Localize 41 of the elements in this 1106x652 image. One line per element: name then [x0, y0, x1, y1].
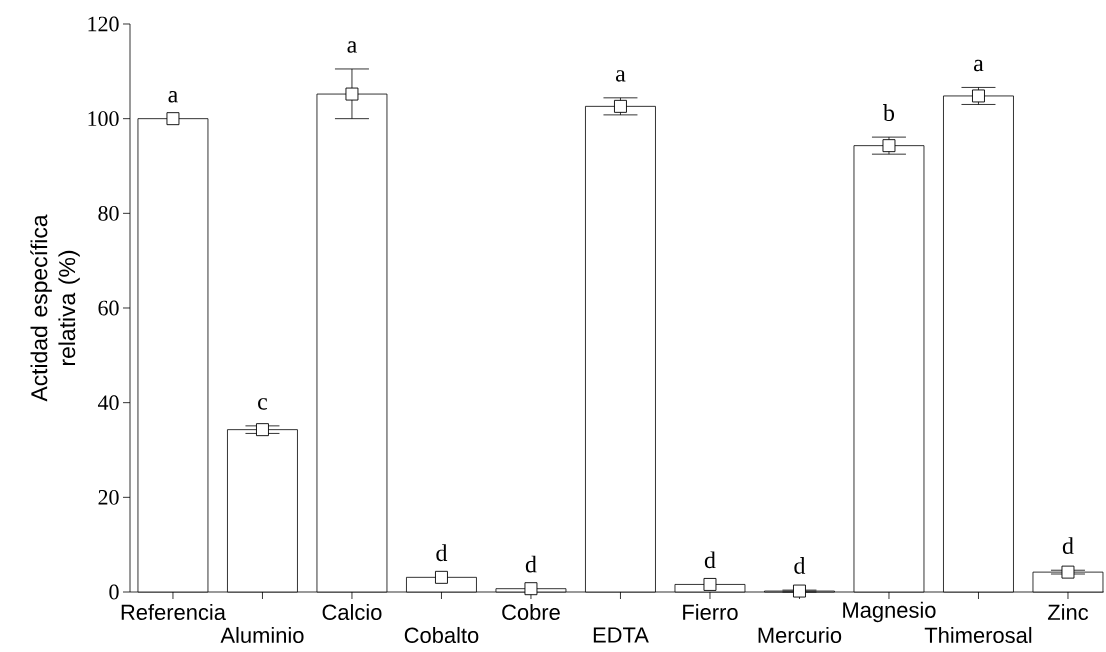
annotation: c: [258, 398, 268, 410]
y-tick-label: 20: [98, 489, 119, 505]
annotation: a: [974, 59, 984, 72]
y-tick-label: 100: [88, 111, 119, 127]
point: [1061, 565, 1075, 579]
y-tick-label: 0: [109, 584, 119, 600]
point: [345, 87, 359, 101]
annotation: b: [882, 104, 895, 121]
point: [614, 99, 627, 113]
point: [882, 139, 896, 153]
y-tick-label: 80: [98, 205, 119, 221]
x-tick-label: Mercurio: [758, 626, 842, 644]
annotation: a: [616, 70, 626, 82]
annotation: a: [347, 41, 357, 53]
point: [435, 570, 448, 584]
x-tick-label: Magnesio: [843, 601, 936, 623]
annotation: d: [525, 555, 537, 573]
x-tick-label: Referencia: [121, 603, 226, 621]
point: [524, 582, 538, 596]
x-tick-label: Aluminio: [220, 626, 304, 644]
y-tick-label: 120: [88, 16, 119, 32]
point: [703, 577, 717, 591]
y-tick-label: 60: [98, 300, 119, 316]
x-tick-label: Thimerosal: [924, 626, 1032, 644]
annotation: d: [436, 544, 448, 562]
point: [793, 584, 806, 598]
point: [166, 112, 180, 126]
y-axis-title: Actidad específica relativa (%): [30, 214, 80, 402]
x-tick-label: Cobre: [502, 603, 560, 621]
x-tick-label: Fierro: [683, 603, 738, 621]
x-tick-label: Cobalto: [404, 626, 479, 644]
annotation: d: [1062, 537, 1074, 555]
y-tick-label: 40: [97, 395, 119, 411]
x-tick-label: Calcio: [322, 603, 382, 621]
x-tick-label: Zinc: [1047, 603, 1089, 621]
point: [256, 423, 269, 437]
annotation: d: [704, 551, 716, 569]
x-tick-label: EDTA: [593, 627, 649, 643]
annotation: a: [168, 91, 178, 103]
point: [972, 89, 985, 103]
annotation: d: [794, 557, 806, 574]
